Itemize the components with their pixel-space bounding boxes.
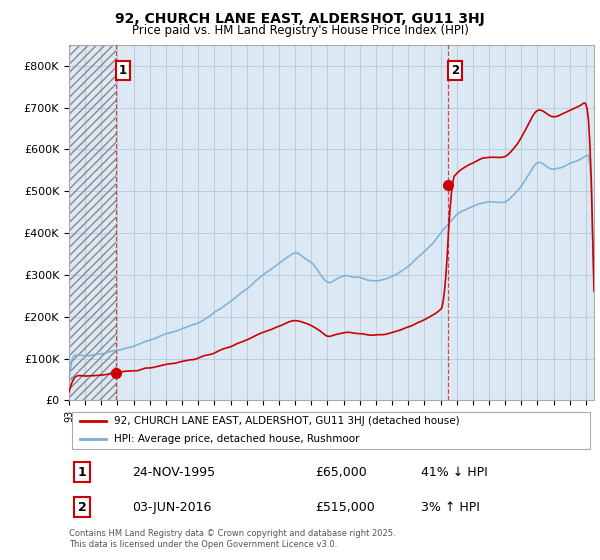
Text: Contains HM Land Registry data © Crown copyright and database right 2025.
This d: Contains HM Land Registry data © Crown c…: [69, 529, 395, 549]
Text: 92, CHURCH LANE EAST, ALDERSHOT, GU11 3HJ (detached house): 92, CHURCH LANE EAST, ALDERSHOT, GU11 3H…: [113, 416, 459, 426]
Text: 2: 2: [78, 501, 86, 514]
Text: 1: 1: [119, 64, 127, 77]
Text: 24-NOV-1995: 24-NOV-1995: [132, 465, 215, 479]
Text: £515,000: £515,000: [316, 501, 376, 514]
Bar: [69, 45, 116, 400]
Text: 92, CHURCH LANE EAST, ALDERSHOT, GU11 3HJ: 92, CHURCH LANE EAST, ALDERSHOT, GU11 3H…: [115, 12, 485, 26]
Text: 2: 2: [451, 64, 459, 77]
Text: Price paid vs. HM Land Registry's House Price Index (HPI): Price paid vs. HM Land Registry's House …: [131, 24, 469, 36]
FancyBboxPatch shape: [71, 412, 590, 449]
Text: HPI: Average price, detached house, Rushmoor: HPI: Average price, detached house, Rush…: [113, 434, 359, 444]
Text: 41% ↓ HPI: 41% ↓ HPI: [421, 465, 487, 479]
Text: £65,000: £65,000: [316, 465, 367, 479]
Text: 03-JUN-2016: 03-JUN-2016: [132, 501, 211, 514]
Text: 1: 1: [78, 465, 86, 479]
Text: 3% ↑ HPI: 3% ↑ HPI: [421, 501, 479, 514]
